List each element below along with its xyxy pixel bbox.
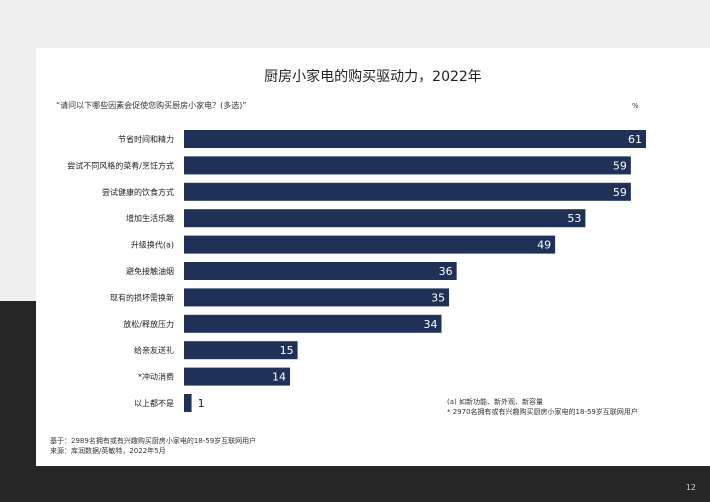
data-label: 14: [272, 371, 286, 384]
unit-label: %: [632, 102, 639, 110]
category-label: 尝试不同风格的菜肴/烹饪方式: [67, 160, 174, 170]
bar: [184, 156, 631, 175]
data-label: 59: [613, 159, 627, 172]
source-note: 来源：库润数据/英敏特，2022年5月: [50, 447, 166, 455]
data-label: 53: [567, 212, 581, 225]
bar: [184, 182, 631, 201]
data-label: 61: [628, 133, 642, 146]
category-label: 节省时间和精力: [118, 134, 174, 144]
category-label: 现有的损坏需换新: [110, 292, 174, 302]
data-label: 34: [424, 318, 438, 331]
category-label: 给亲友送礼: [134, 345, 174, 355]
data-label: 36: [439, 265, 453, 278]
page-number: 12: [685, 483, 696, 492]
bar: [184, 367, 291, 386]
category-label: 升级换代(a): [131, 240, 174, 250]
base-note: 基于：2989名拥有或有兴趣购买厨房小家电的18-59岁互联网用户: [50, 437, 257, 445]
footnotes: (a) 如新功能、新外观、新容量 * 2970名拥有或有兴趣购买厨房小家电的18…: [447, 397, 638, 417]
base-source-notes: 基于：2989名拥有或有兴趣购买厨房小家电的18-59岁互联网用户 来源：库润数…: [50, 436, 256, 456]
chart-title: 厨房小家电的购买驱动力，2022年: [264, 69, 482, 85]
data-label: 1: [198, 397, 205, 410]
category-label: *冲动消费: [138, 372, 174, 382]
data-label: 59: [613, 186, 627, 199]
bar: [184, 209, 586, 228]
chart-card: 厨房小家电的购买驱动力，2022年 “请问以下哪些因素会促使您购买厨房小家电？(…: [36, 48, 710, 466]
category-label: 放松/释放压力: [123, 319, 174, 329]
bar: [184, 394, 192, 412]
bar: [184, 235, 556, 254]
footnote-a: (a) 如新功能、新外观、新容量: [447, 398, 543, 406]
bar: [184, 341, 298, 360]
bar-chart: 节省时间和精力 61 尝试不同风格的菜肴/烹饪方式 59 尝试健康的饮食方式 59 增加生活…: [67, 130, 646, 412]
data-label: 49: [537, 239, 551, 252]
data-label: 35: [431, 291, 445, 304]
category-label: 以上都不是: [134, 399, 174, 408]
data-label: 15: [280, 344, 294, 357]
category-label: 避免接触油烟: [126, 266, 174, 276]
bar: [184, 314, 442, 333]
footnote-b: * 2970名拥有或有兴趣购买厨房小家电的18-59岁互联网用户: [447, 408, 638, 416]
bar: [184, 130, 646, 148]
category-label: 尝试健康的饮食方式: [102, 187, 174, 197]
bar: [184, 288, 450, 307]
chart-subtitle: “请问以下哪些因素会促使您购买厨房小家电？(多选)”: [56, 101, 247, 110]
category-label: 增加生活乐趣: [126, 213, 174, 223]
bar: [184, 262, 457, 280]
